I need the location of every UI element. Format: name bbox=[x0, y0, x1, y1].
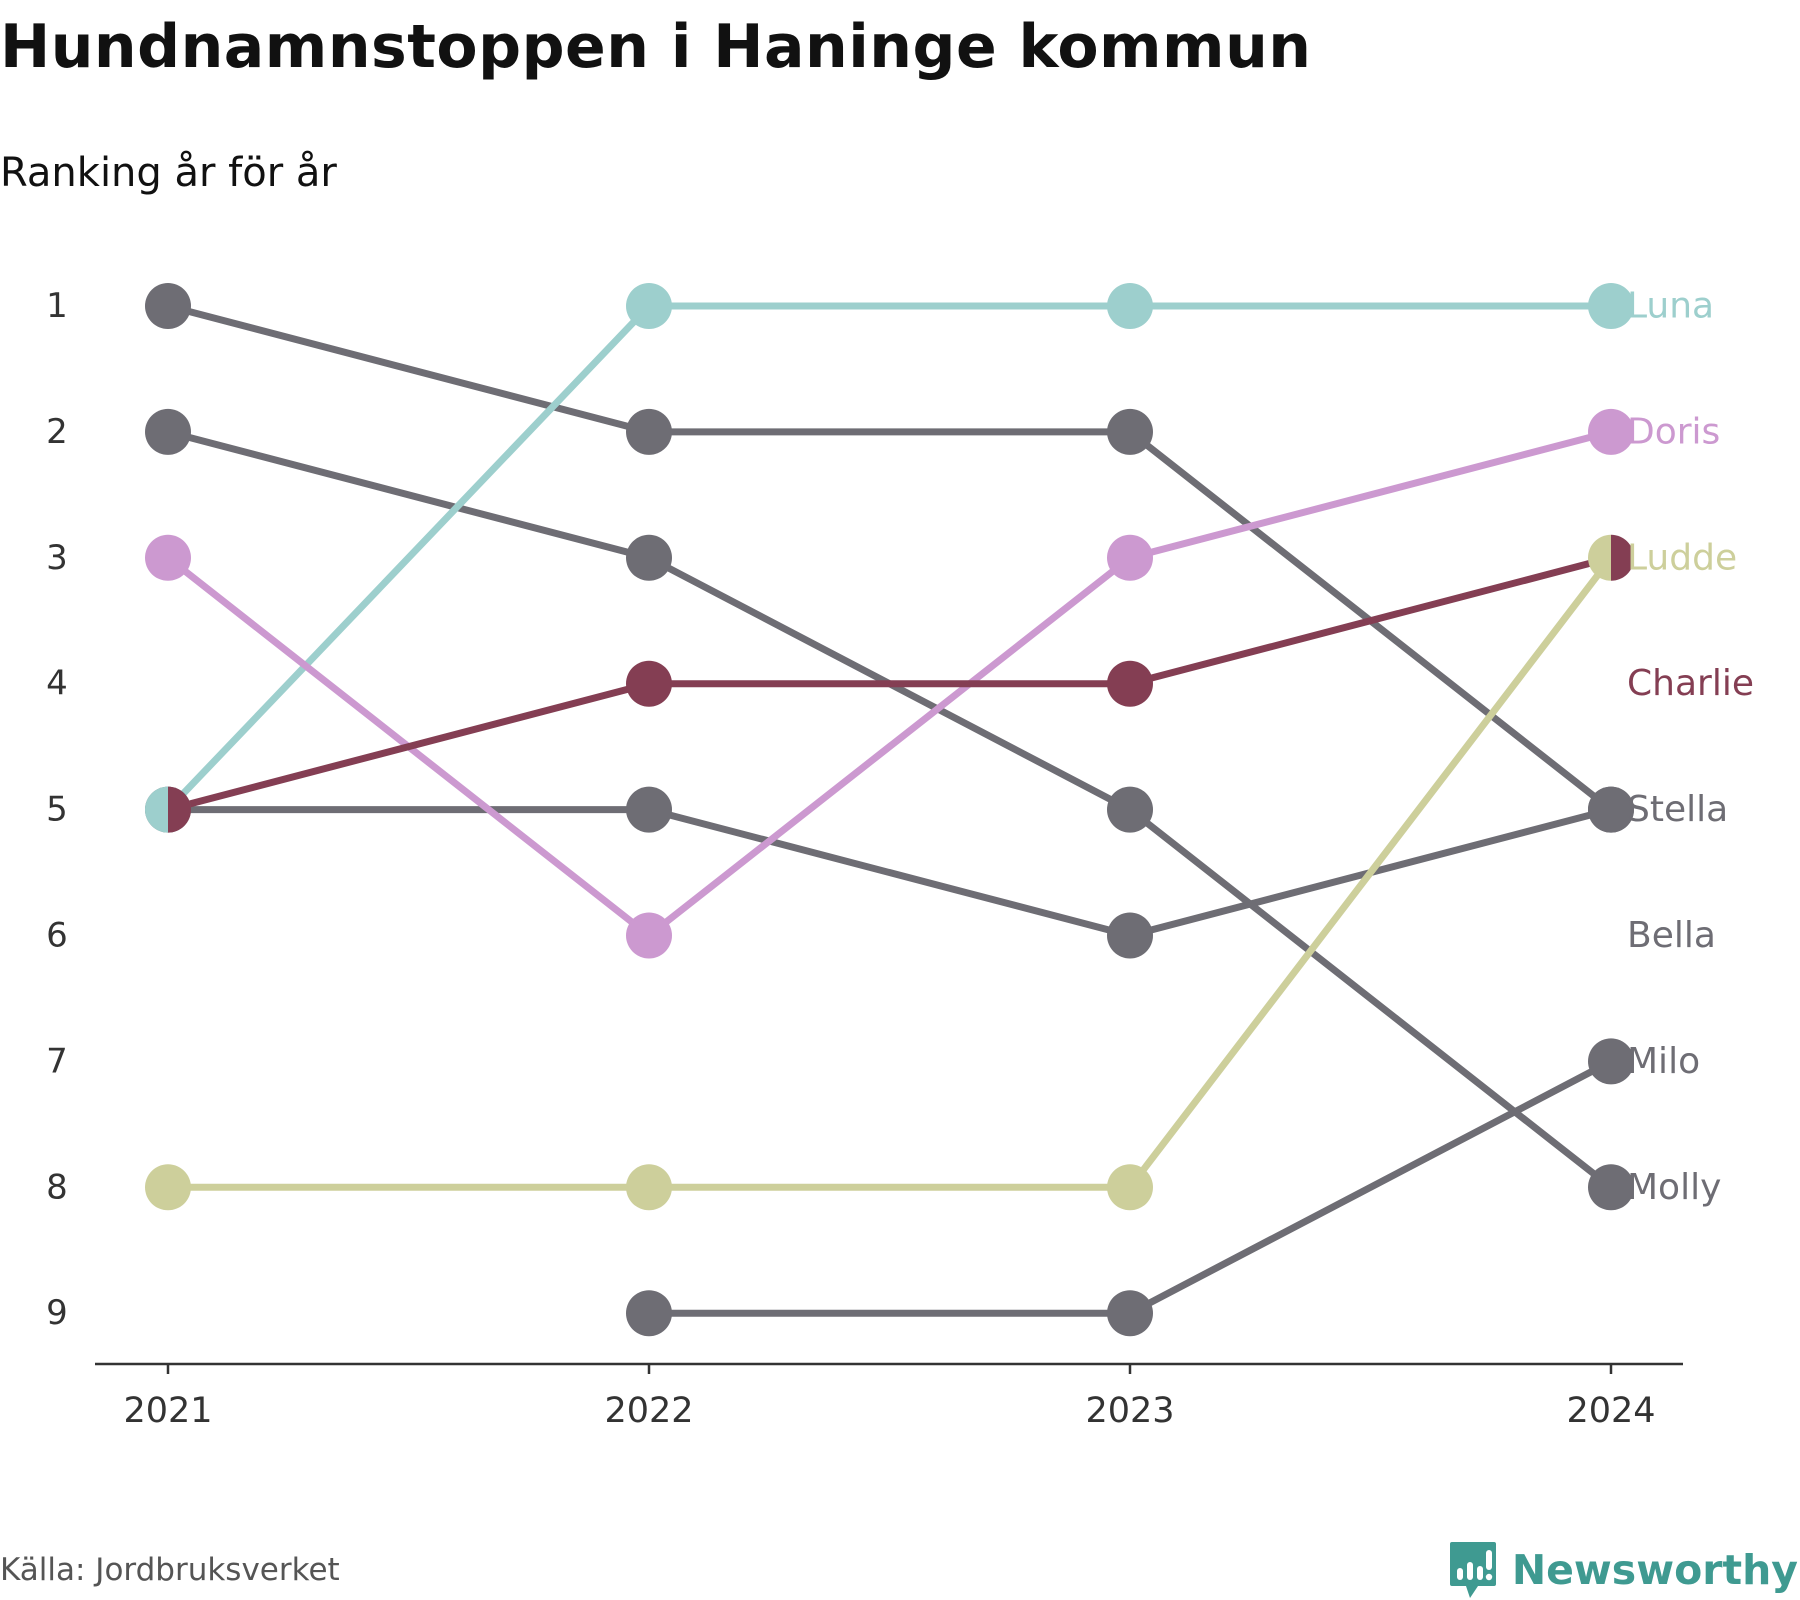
point-ludde-2024 bbox=[1588, 534, 1611, 581]
point-bella-2024 bbox=[1588, 786, 1634, 833]
point-doris-2021 bbox=[145, 534, 191, 581]
point-stella-2021 bbox=[145, 283, 191, 329]
chart-subtitle: Ranking år för år bbox=[0, 150, 337, 196]
end-label-charlie: Charlie bbox=[1627, 663, 1754, 704]
y-tick-label: 6 bbox=[46, 916, 68, 956]
x-tick-label: 2024 bbox=[1566, 1391, 1655, 1431]
chart-title: Hundnamnstoppen i Haninge kommun bbox=[0, 12, 1312, 82]
point-milo-2024 bbox=[1588, 1038, 1634, 1085]
point-charlie-2024 bbox=[1611, 534, 1634, 581]
point-bella-2022 bbox=[626, 786, 672, 833]
point-luna-2023 bbox=[1107, 283, 1153, 329]
y-tick-label: 8 bbox=[46, 1167, 68, 1207]
y-tick-label: 4 bbox=[46, 664, 68, 704]
end-label-stella: Stella bbox=[1627, 789, 1728, 830]
end-label-milo: Milo bbox=[1627, 1041, 1700, 1082]
x-tick-label: 2023 bbox=[1085, 1391, 1174, 1431]
point-charlie-2021 bbox=[168, 786, 191, 833]
point-stella-2023 bbox=[1107, 408, 1153, 455]
point-molly-2021 bbox=[145, 408, 191, 455]
point-charlie-2023 bbox=[1107, 660, 1153, 707]
end-label-luna: Luna bbox=[1627, 286, 1714, 327]
point-luna-2024 bbox=[1588, 283, 1634, 329]
end-label-molly: Molly bbox=[1627, 1167, 1721, 1208]
point-ludde-2023 bbox=[1107, 1164, 1153, 1211]
x-tick-label: 2021 bbox=[123, 1391, 212, 1431]
series-line-bella bbox=[164, 806, 1615, 939]
y-tick-label: 7 bbox=[46, 1041, 68, 1081]
series-line-ludde bbox=[164, 554, 1615, 1191]
y-tick-label: 5 bbox=[46, 790, 68, 830]
brand-name: Newsworthy bbox=[1511, 1546, 1798, 1594]
point-ludde-2022 bbox=[626, 1164, 672, 1211]
point-doris-2023 bbox=[1107, 534, 1153, 581]
series-line-charlie bbox=[164, 554, 1615, 814]
point-molly-2023 bbox=[1107, 786, 1153, 833]
series-lines bbox=[164, 302, 1615, 1317]
end-label-bella: Bella bbox=[1627, 915, 1716, 956]
x-axis: 2021 2022 2023 2024 bbox=[95, 1362, 1683, 1431]
point-charlie-2022 bbox=[626, 660, 672, 707]
end-label-doris: Doris bbox=[1627, 411, 1720, 452]
y-tick-label: 3 bbox=[46, 538, 68, 578]
point-luna-2021 bbox=[145, 786, 168, 833]
point-doris-2024 bbox=[1588, 408, 1634, 455]
y-tick-label: 2 bbox=[46, 412, 68, 452]
x-tick-label: 2022 bbox=[604, 1391, 693, 1431]
series-line-stella bbox=[164, 302, 1615, 814]
newsworthy-logo-icon bbox=[1449, 1542, 1496, 1598]
series-points bbox=[145, 283, 1634, 1337]
point-bella-2023 bbox=[1107, 912, 1153, 959]
brand-logo: Newsworthy bbox=[1448, 1540, 1798, 1600]
y-tick-label: 1 bbox=[46, 286, 68, 326]
point-milo-2022 bbox=[626, 1290, 672, 1337]
series-line-luna bbox=[164, 302, 1615, 814]
point-doris-2022 bbox=[626, 912, 672, 959]
point-ludde-2021 bbox=[145, 1164, 191, 1211]
series-end-labels: Luna Doris Ludde Charlie Stella Bella Milo Moll… bbox=[1627, 286, 1754, 1208]
point-stella-2022 bbox=[626, 408, 672, 455]
y-axis: 1 2 3 4 5 6 7 8 9 bbox=[46, 286, 68, 1333]
end-label-ludde: Ludde bbox=[1627, 537, 1737, 578]
point-molly-2022 bbox=[626, 534, 672, 581]
source-note: Källa: Jordbruksverket bbox=[0, 1552, 340, 1588]
y-tick-label: 9 bbox=[46, 1293, 68, 1333]
point-milo-2023 bbox=[1107, 1290, 1153, 1337]
point-luna-2022 bbox=[626, 283, 672, 329]
point-molly-2024 bbox=[1588, 1164, 1634, 1211]
